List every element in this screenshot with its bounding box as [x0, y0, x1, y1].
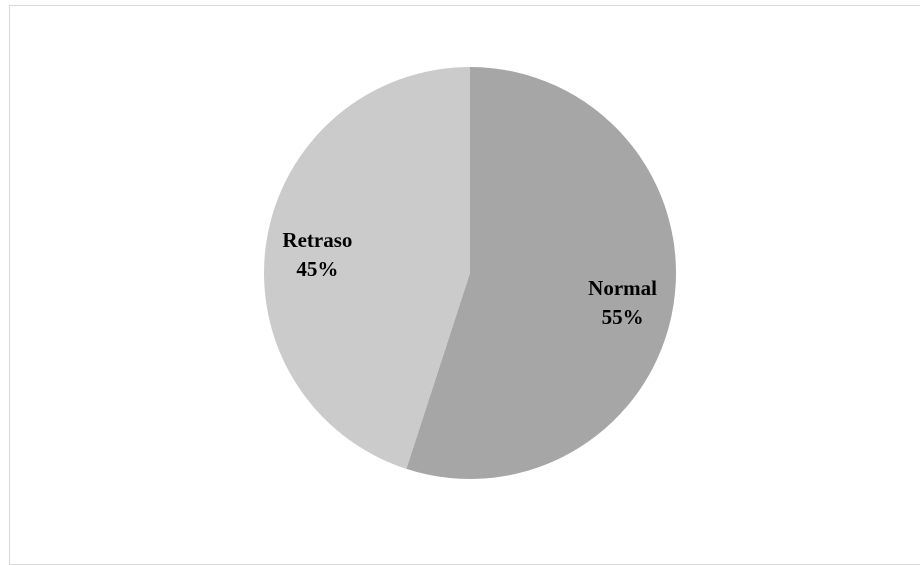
pie-label-retraso: Retraso 45%	[282, 228, 352, 281]
pie-slice-retraso	[264, 67, 470, 469]
pie-labels: Normal 55% Retraso 45%	[282, 228, 657, 329]
pie-slice-normal	[406, 67, 676, 479]
pie-label-normal: Normal 55%	[588, 276, 657, 329]
pie-chart: Normal 55% Retraso 45%	[264, 67, 676, 479]
pie-slices	[264, 67, 676, 479]
